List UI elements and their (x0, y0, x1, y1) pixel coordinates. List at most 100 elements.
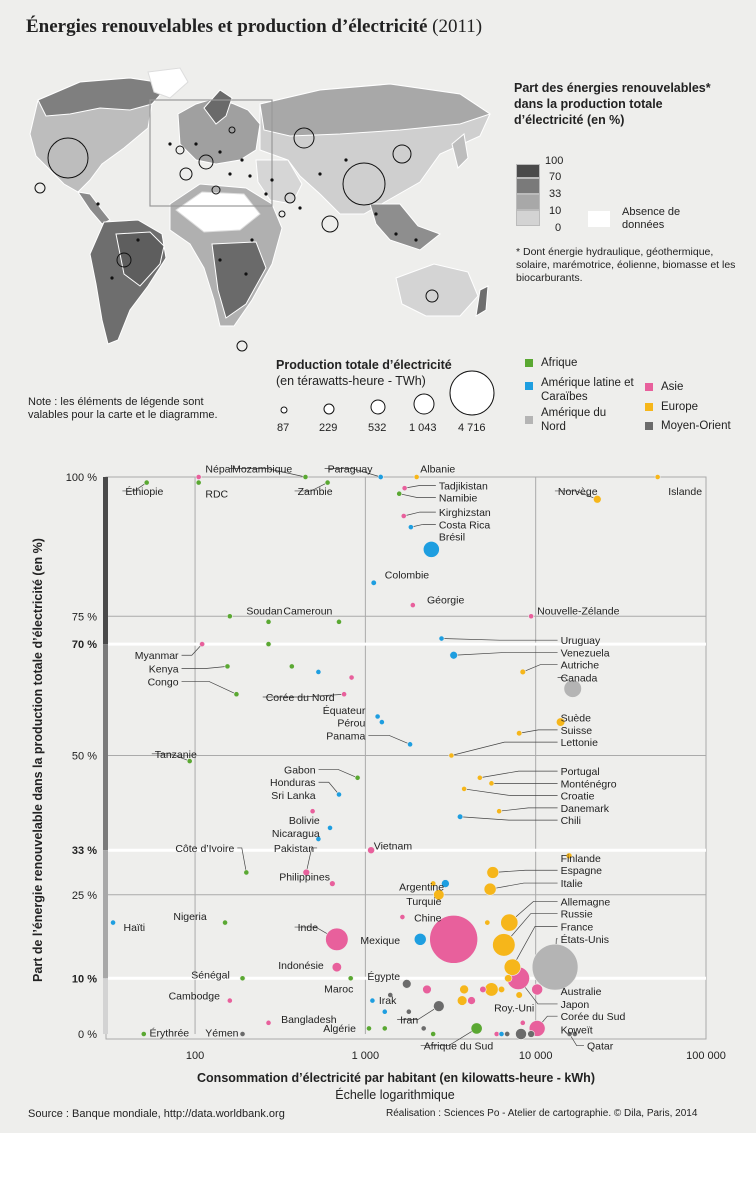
share-tick-10: 10 (549, 205, 562, 217)
point-label: Pakistan (274, 843, 314, 855)
point-label: Venezuela (561, 647, 610, 659)
region-label-amerique-nord: Amérique du Nord (541, 407, 607, 433)
point-label: France (561, 921, 594, 933)
point-label: Panama (326, 730, 365, 742)
leader-line (453, 652, 558, 656)
point: Géorgie (409, 602, 416, 609)
point-label: Myanmar (135, 650, 179, 662)
map-canada (37, 77, 171, 117)
region-label-amerique-latine: Amérique latine et Caraïbes (541, 377, 634, 403)
leader-line (229, 468, 306, 478)
leader-line (399, 493, 436, 498)
point: Congo (233, 691, 240, 698)
x-tick-label: 100 (186, 1050, 204, 1062)
point-label: Russie (561, 909, 593, 921)
map-central-america (76, 191, 111, 225)
point: Portugal (476, 774, 483, 781)
point-label: Kenya (149, 664, 179, 676)
point-label: Bolivie (289, 815, 320, 827)
data-labels: ÉthiopieNépalRDCMozambiqueZambieParaguay… (123, 464, 702, 1053)
y-tick-label: 10 % (72, 973, 97, 985)
point-label: Vietnam (374, 841, 413, 853)
region-swatch-asie (645, 383, 653, 391)
point-label: États-Unis (561, 933, 609, 946)
point: Soudan (226, 613, 233, 620)
point-label: Autriche (561, 660, 600, 672)
point: Émirats arabes unis (527, 1030, 535, 1038)
leader-line (479, 770, 558, 779)
point: Uruguay (438, 635, 445, 642)
point-label: Danemark (561, 803, 610, 815)
point: Finlande (565, 852, 573, 860)
point: Italie (483, 882, 497, 896)
point: Belgique (515, 991, 523, 999)
point-label: Tanzanie (155, 749, 197, 761)
point-label: Uruguay (561, 635, 601, 647)
point: Ghana (265, 641, 272, 647)
point-label: Colombie (385, 569, 430, 581)
point-label: Canada (561, 673, 598, 685)
point: Égypte (402, 979, 412, 989)
point: Autriche (519, 668, 526, 676)
point-label: Nicaragua (272, 828, 320, 840)
leader-line (181, 666, 228, 669)
share-swatch-0-10 (516, 210, 540, 226)
point: Venezuela (449, 651, 458, 660)
leader-line (554, 490, 598, 500)
point: Albanie (413, 474, 420, 480)
point: Costa Rica (407, 524, 414, 531)
leader-line (368, 735, 411, 745)
leader-line (420, 1028, 477, 1047)
point-label: Afrique du Sud (424, 1041, 494, 1053)
point: Arabie saoudite (515, 1028, 527, 1040)
point: Suède (555, 717, 566, 727)
point: Brésil (422, 541, 440, 558)
axis-ticks: 100 1 000 10 000 100 000 100 % 75 % 70 % 50 % 33… (66, 472, 726, 1062)
region-swatch-afrique (525, 359, 533, 367)
map-production-circles (34, 126, 439, 352)
point-label: Cameroun (283, 606, 332, 618)
map-japan (451, 133, 469, 169)
note: Note : les éléments de légende sont vala… (28, 396, 218, 421)
share-tick-70: 70 (549, 171, 562, 183)
point-label: Mozambique (232, 464, 292, 476)
point: Trinité-et-Tobago (498, 1031, 505, 1037)
point: Kirghizstan (400, 513, 407, 519)
region-swatch-amerique-nord (525, 416, 533, 424)
leader-line (503, 913, 558, 946)
point-label: Espagne (561, 865, 603, 877)
region-swatch-amerique-latine (525, 382, 533, 390)
europe-inset-frame (149, 99, 273, 207)
map-sahara (175, 191, 261, 233)
share-swatch-70-100 (516, 164, 540, 178)
point: Grèce (484, 919, 491, 926)
point: Iran (433, 1000, 445, 1012)
prod-label-1043: 1 043 (409, 422, 437, 434)
point: Népal (195, 474, 202, 480)
point: Kenya (224, 663, 231, 670)
point-label: Irak (379, 995, 397, 1007)
leader-line (490, 882, 558, 890)
point: Bahreïn (572, 1031, 578, 1037)
point-label: Islande (668, 486, 702, 498)
point-label: Lettonie (561, 737, 599, 749)
map-circle-brazil (116, 252, 132, 268)
map-scandinavia (203, 89, 233, 125)
y-tick-label: 70 % (72, 639, 97, 651)
region-label-moyen-orient: Moyen-Orient (661, 420, 731, 432)
production-legend-title-main: Production totale d’électricité (276, 358, 452, 372)
point: Vietnam (367, 846, 375, 854)
x-tick-label: 1 000 (352, 1050, 380, 1062)
region-label-asie: Asie (661, 381, 684, 393)
point-label: Monténégro (561, 778, 617, 790)
map-circle-south-africa (236, 340, 248, 352)
range-bar-10-33 (103, 850, 108, 979)
point: Turquie (433, 889, 445, 901)
point-label: Honduras (270, 777, 316, 789)
point-label: Australie (561, 986, 602, 998)
map-circle-iran (278, 210, 286, 218)
data-points: Chine États-Unis Inde Russie Japon Canada Alle… (110, 474, 661, 1040)
map-circle-mexico (34, 182, 46, 194)
point: Suisse (516, 730, 523, 737)
point: Hong Kong (493, 1031, 500, 1037)
